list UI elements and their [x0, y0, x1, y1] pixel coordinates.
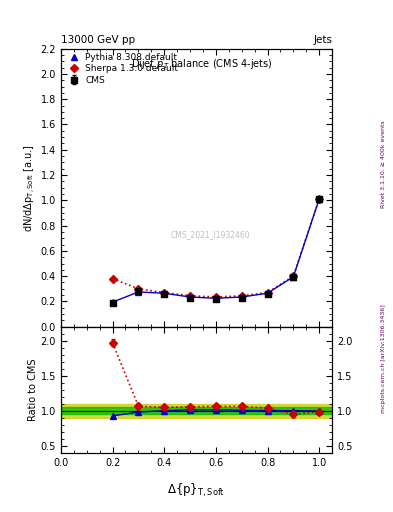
Pythia 8.308 default: [317, 196, 321, 202]
Pythia 8.308 default: [188, 294, 193, 300]
Line: Sherpa 1.3.0 default: Sherpa 1.3.0 default: [110, 196, 322, 300]
Text: Rivet 3.1.10, ≥ 400k events: Rivet 3.1.10, ≥ 400k events: [381, 120, 386, 208]
Pythia 8.308 default: [213, 295, 218, 302]
Text: 13000 GeV pp: 13000 GeV pp: [61, 35, 135, 45]
Y-axis label: dN/d$\Delta\rm{p}_{T,Soft}$ [a.u.]: dN/d$\Delta\rm{p}_{T,Soft}$ [a.u.]: [23, 144, 38, 231]
Sherpa 1.3.0 default: [110, 275, 115, 282]
Pythia 8.308 default: [110, 299, 115, 305]
Text: mcplots.cern.ch [arXiv:1306.3436]: mcplots.cern.ch [arXiv:1306.3436]: [381, 304, 386, 413]
Line: Pythia 8.308 default: Pythia 8.308 default: [110, 196, 322, 305]
Sherpa 1.3.0 default: [188, 293, 193, 299]
Pythia 8.308 default: [162, 290, 167, 296]
Pythia 8.308 default: [136, 289, 141, 295]
Text: Dijet $p_T$ balance (CMS 4-jets): Dijet $p_T$ balance (CMS 4-jets): [131, 57, 273, 71]
Sherpa 1.3.0 default: [317, 196, 321, 202]
Sherpa 1.3.0 default: [136, 286, 141, 292]
Text: $\Delta\{\rm p\}_{T,\rm Soft}$: $\Delta\{\rm p\}_{T,\rm Soft}$: [167, 482, 226, 499]
Pythia 8.308 default: [291, 274, 296, 280]
Sherpa 1.3.0 default: [213, 294, 218, 300]
Legend: Pythia 8.308 default, Sherpa 1.3.0 default, CMS: Pythia 8.308 default, Sherpa 1.3.0 defau…: [64, 51, 180, 87]
Text: CMS_2021_I1932460: CMS_2021_I1932460: [170, 230, 250, 240]
Sherpa 1.3.0 default: [239, 293, 244, 299]
Y-axis label: Ratio to CMS: Ratio to CMS: [28, 359, 38, 421]
Pythia 8.308 default: [239, 294, 244, 300]
Sherpa 1.3.0 default: [291, 273, 296, 279]
Text: Jets: Jets: [313, 35, 332, 45]
Sherpa 1.3.0 default: [265, 289, 270, 295]
Pythia 8.308 default: [265, 290, 270, 296]
Sherpa 1.3.0 default: [162, 289, 167, 295]
